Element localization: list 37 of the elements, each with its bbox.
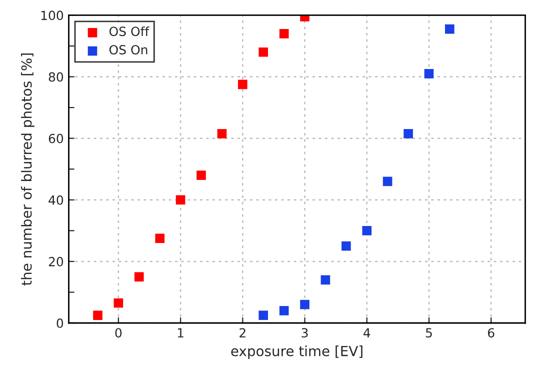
point	[362, 226, 372, 236]
x-tick-label: 0	[115, 328, 122, 338]
x-tick-label: 2	[240, 328, 246, 338]
x-tick-label: 3	[302, 328, 308, 338]
point	[279, 306, 289, 316]
x-tick-label: 6	[488, 328, 494, 338]
point	[258, 47, 268, 57]
x-tick-label: 5	[426, 328, 432, 338]
point	[217, 129, 227, 138]
y-tick-label: 20	[48, 256, 64, 266]
y-axis-title: the number of blurred photos [%]	[21, 54, 34, 286]
point	[320, 275, 330, 285]
point	[279, 29, 289, 38]
y-tick-label: 80	[48, 72, 64, 82]
y-tick-label: 60	[48, 134, 64, 144]
point	[404, 129, 413, 138]
point	[93, 310, 102, 320]
point	[424, 69, 434, 78]
y-tick-label: 100	[41, 10, 64, 20]
point	[445, 24, 454, 34]
x-axis-title: exposure time [EV]	[231, 346, 362, 359]
legend-label: OS On	[109, 45, 148, 54]
point	[238, 80, 248, 90]
point	[300, 300, 310, 310]
point	[134, 272, 144, 282]
point	[258, 310, 268, 320]
point	[176, 195, 186, 205]
y-tick-label: 0	[56, 318, 64, 328]
point	[342, 241, 351, 251]
legend-label: OS Off	[109, 26, 150, 36]
point	[155, 234, 165, 244]
point	[114, 298, 124, 308]
x-tick-label: 4	[364, 328, 370, 338]
x-tick-label: 1	[178, 328, 184, 338]
point	[382, 176, 392, 186]
y-tick-label: 40	[48, 195, 64, 205]
point	[196, 170, 206, 180]
